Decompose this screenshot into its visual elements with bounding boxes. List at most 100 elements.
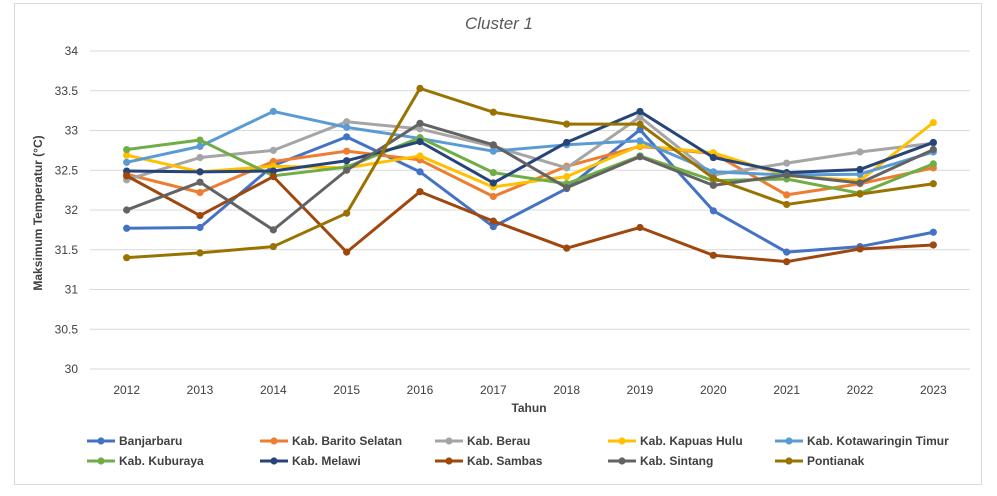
series-line <box>125 121 935 232</box>
data-point <box>196 178 204 186</box>
data-point <box>783 159 791 167</box>
x-tick-label: 2022 <box>847 383 874 397</box>
legend-label: Kab. Kapuas Hulu <box>640 434 743 448</box>
data-point <box>783 191 791 199</box>
data-point <box>123 206 131 214</box>
series-pontianak <box>123 84 937 262</box>
data-point <box>343 118 351 126</box>
data-point <box>196 211 204 220</box>
data-point <box>563 244 571 252</box>
data-point <box>123 254 131 262</box>
legend-item: Kab. Kotawaringin Timur <box>775 434 949 448</box>
legend-swatch-marker <box>618 437 626 445</box>
data-point <box>123 224 131 232</box>
data-point <box>489 108 497 116</box>
y-tick-label: 32.5 <box>55 163 79 177</box>
x-tick-label: 2023 <box>920 383 947 397</box>
data-point <box>563 184 571 192</box>
data-point <box>123 145 131 154</box>
data-point <box>563 173 571 181</box>
legend-item: Kab. Melawi <box>260 454 361 468</box>
legend-label: Kab. Berau <box>467 434 530 448</box>
legend-swatch-marker <box>445 457 453 465</box>
data-point <box>636 107 644 116</box>
x-tick-label: 2012 <box>113 383 140 397</box>
line-chart: Cluster 1 30 30.5 31 31.5 32 32.5 33 33.5 34 201… <box>31 14 970 468</box>
data-point <box>929 228 937 236</box>
data-point <box>489 223 497 231</box>
data-point <box>929 241 937 249</box>
x-tick-label: 2021 <box>773 383 800 397</box>
data-point <box>416 138 424 146</box>
x-tick-label: 2013 <box>187 383 214 397</box>
data-point <box>929 180 937 188</box>
data-point <box>489 217 497 225</box>
data-point <box>563 120 571 128</box>
data-point <box>343 157 351 165</box>
legend-swatch-marker <box>445 437 453 445</box>
data-point <box>489 192 497 201</box>
data-point <box>636 137 644 145</box>
y-tick-label: 34 <box>65 44 79 58</box>
data-point <box>269 226 277 234</box>
series-kab-melawi <box>123 107 937 187</box>
legend-swatch-marker <box>785 457 793 465</box>
data-point <box>343 248 351 256</box>
data-point <box>489 141 497 149</box>
legend-label: Kab. Kotawaringin Timur <box>807 434 949 448</box>
data-point <box>856 148 864 156</box>
data-point <box>269 107 277 116</box>
data-point <box>123 172 131 180</box>
legend-item: Kab. Kapuas Hulu <box>608 434 743 448</box>
data-point <box>196 168 204 176</box>
data-point <box>636 120 644 128</box>
legend-swatch-marker <box>270 457 278 465</box>
data-point <box>343 166 351 174</box>
x-tick-label: 2019 <box>627 383 654 397</box>
data-point <box>783 248 791 256</box>
data-point <box>416 168 424 176</box>
legend-label: Kab. Barito Selatan <box>292 434 402 448</box>
y-tick-label: 31 <box>65 283 79 297</box>
y-axis-ticks: 30 30.5 31 31.5 32 32.5 33 33.5 34 <box>55 44 79 376</box>
data-point <box>929 138 937 147</box>
data-point <box>489 147 497 155</box>
legend-swatch-marker <box>97 457 105 465</box>
data-point <box>709 251 717 259</box>
legend-item: Kab. Barito Selatan <box>260 434 402 448</box>
legend-label: Pontianak <box>807 454 865 468</box>
data-point <box>269 173 277 181</box>
legend-item: Kab. Sambas <box>435 454 543 468</box>
series-kab-sintang <box>123 119 937 234</box>
data-point <box>636 153 644 161</box>
data-point <box>196 249 204 257</box>
legend-swatch-marker <box>618 457 626 465</box>
x-tick-label: 2020 <box>700 383 727 397</box>
series-lines <box>123 84 937 266</box>
data-point <box>416 188 424 196</box>
data-point <box>783 171 791 179</box>
data-point <box>269 146 277 154</box>
data-point <box>709 181 717 189</box>
series-line <box>125 109 935 185</box>
data-point <box>123 158 131 166</box>
legend-item: Kab. Sintang <box>608 454 713 468</box>
data-point <box>709 153 717 162</box>
data-point <box>269 242 277 251</box>
series-line <box>125 128 935 254</box>
series-line <box>125 86 935 260</box>
legend-label: Kab. Sintang <box>640 454 713 468</box>
legend-label: Kab. Kuburaya <box>119 454 204 468</box>
chart-title: Cluster 1 <box>465 14 533 33</box>
data-point <box>196 188 204 197</box>
data-point <box>636 223 644 232</box>
x-tick-label: 2017 <box>480 383 507 397</box>
data-point <box>709 168 717 176</box>
data-point <box>636 126 644 134</box>
data-point <box>489 179 497 187</box>
data-point <box>929 160 937 168</box>
y-tick-label: 31.5 <box>55 243 79 257</box>
y-tick-label: 30.5 <box>55 322 79 336</box>
data-point <box>856 245 864 253</box>
legend-label: Banjarbaru <box>119 434 182 448</box>
